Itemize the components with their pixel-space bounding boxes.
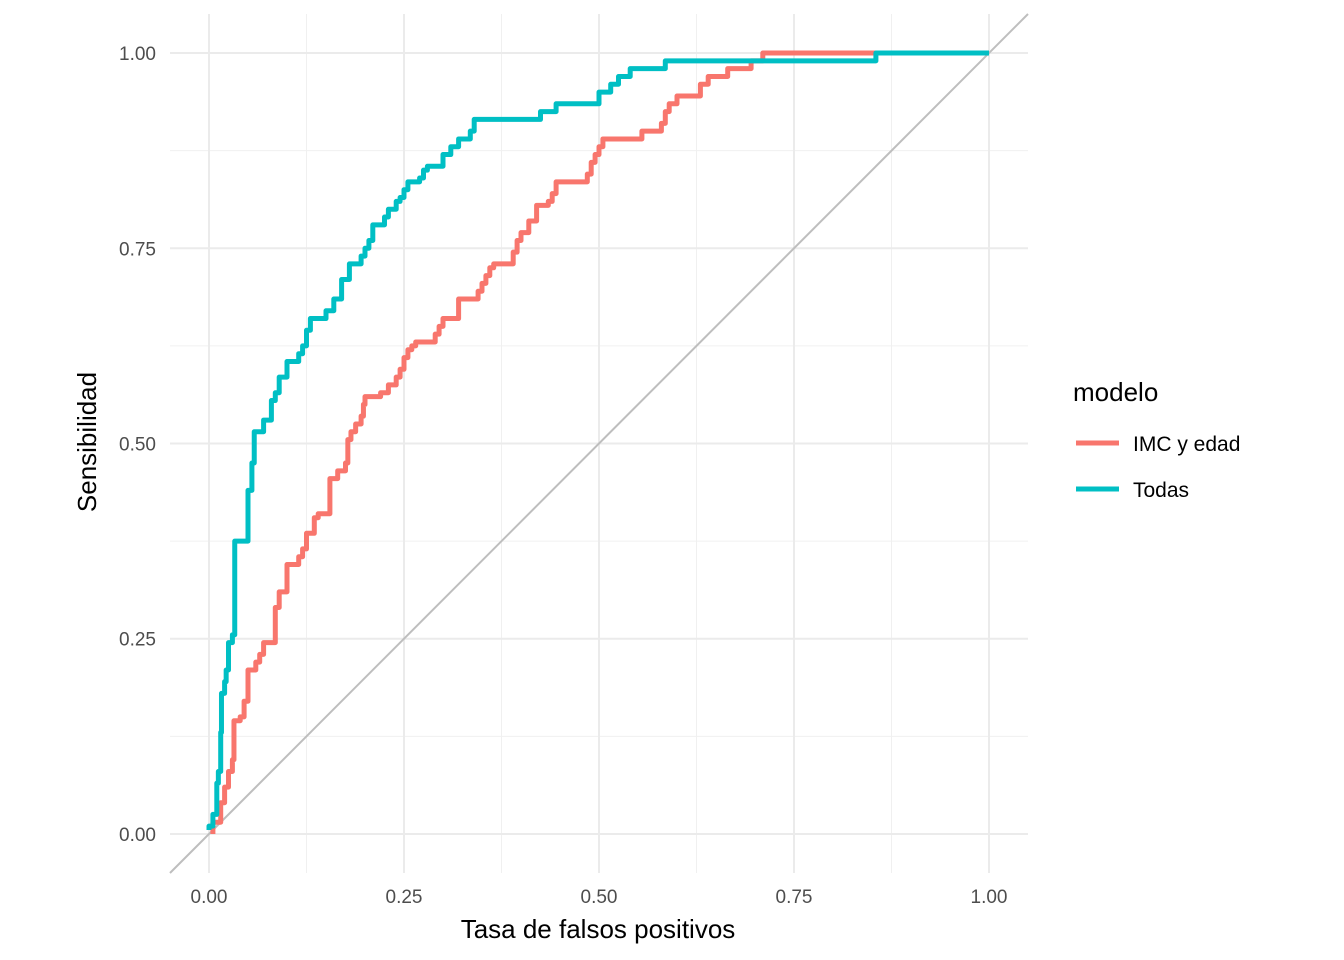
series-lines xyxy=(206,50,989,834)
x-tick-label: 0.75 xyxy=(776,887,813,908)
x-tick-label: 0.50 xyxy=(581,887,618,908)
x-tick-label: 0.00 xyxy=(191,887,228,908)
y-tick-labels: 0.00 0.25 0.50 0.75 1.00 xyxy=(119,44,156,846)
x-tick-labels: 0.00 0.25 0.50 0.75 1.00 xyxy=(191,887,1008,908)
y-tick-label: 1.00 xyxy=(119,44,156,65)
x-tick-label: 0.25 xyxy=(386,887,423,908)
y-axis-title: Sensibilidad xyxy=(72,372,102,512)
legend: modelo IMC y edad Todas xyxy=(1073,377,1240,502)
reference-diagonal xyxy=(169,13,1029,874)
series-line-todas xyxy=(206,50,989,831)
y-tick-label: 0.50 xyxy=(119,435,156,456)
y-tick-label: 0.25 xyxy=(119,630,156,651)
y-tick-label: 0.00 xyxy=(119,825,156,846)
y-tick-label: 0.75 xyxy=(119,239,156,260)
legend-title: modelo xyxy=(1073,377,1158,407)
reference-line xyxy=(169,13,1029,874)
series-line-imc-y-edad xyxy=(210,50,989,834)
legend-label-imc-y-edad: IMC y edad xyxy=(1133,433,1240,456)
legend-label-todas: Todas xyxy=(1133,479,1189,502)
x-tick-label: 1.00 xyxy=(971,887,1008,908)
x-axis-title: Tasa de falsos positivos xyxy=(461,914,736,944)
